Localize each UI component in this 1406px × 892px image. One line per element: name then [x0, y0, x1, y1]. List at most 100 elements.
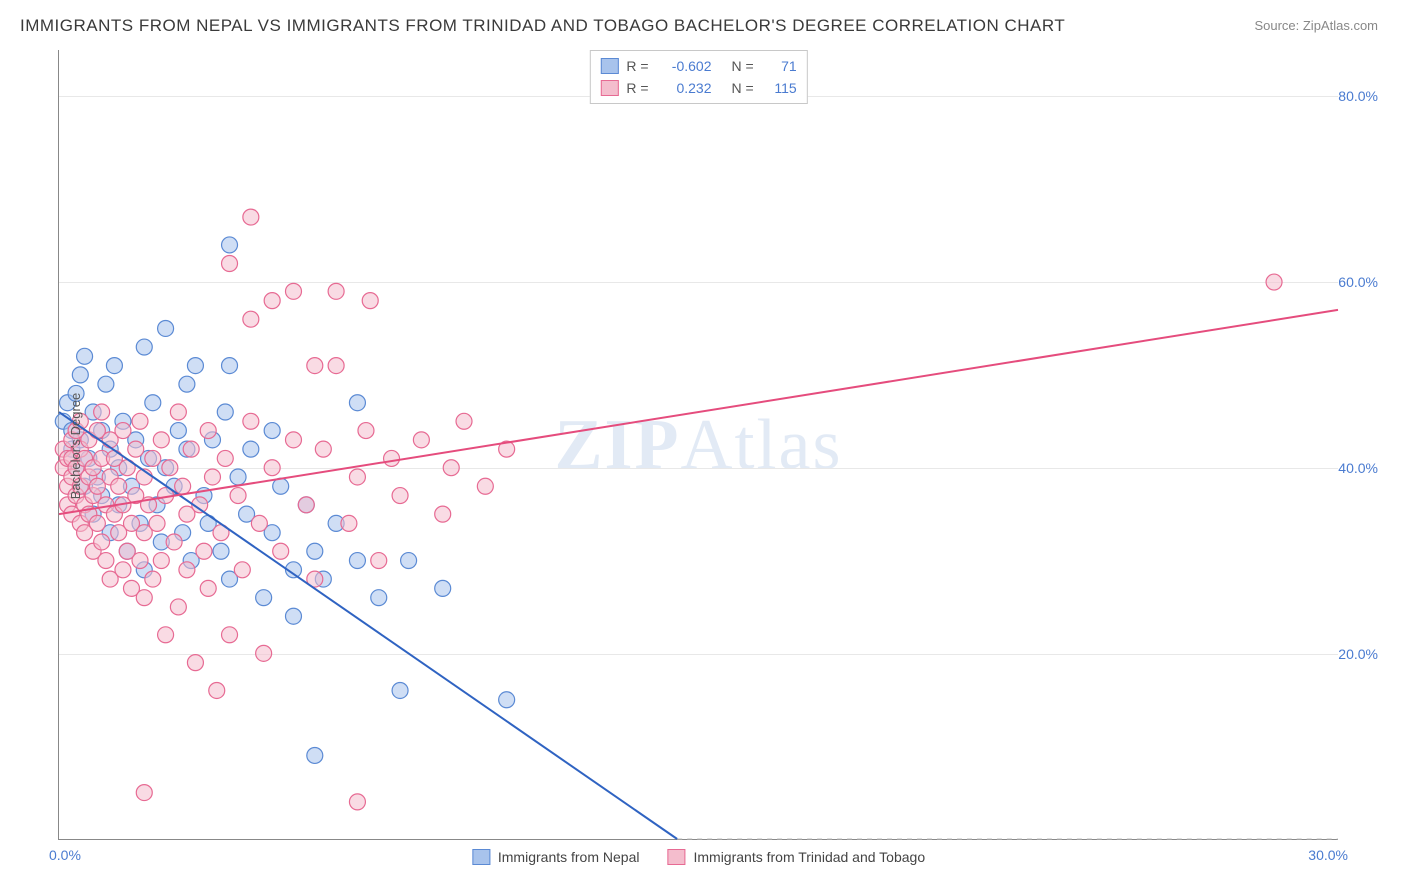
scatter-point-nepal	[98, 376, 114, 392]
stats-n-value: 115	[762, 80, 797, 96]
y-tick: 40.0%	[1338, 460, 1378, 476]
scatter-point-trinidad	[273, 543, 289, 559]
legend-label: Immigrants from Trinidad and Tobago	[693, 849, 925, 865]
legend-label: Immigrants from Nepal	[498, 849, 640, 865]
scatter-point-trinidad	[328, 283, 344, 299]
scatter-point-trinidad	[1266, 274, 1282, 290]
stats-r-value: -0.602	[657, 58, 712, 74]
scatter-point-trinidad	[183, 441, 199, 457]
scatter-point-trinidad	[349, 469, 365, 485]
scatter-point-trinidad	[162, 460, 178, 476]
scatter-point-trinidad	[328, 358, 344, 374]
scatter-point-trinidad	[384, 450, 400, 466]
scatter-point-nepal	[243, 441, 259, 457]
scatter-point-trinidad	[170, 404, 186, 420]
scatter-point-trinidad	[153, 432, 169, 448]
chart-title: IMMIGRANTS FROM NEPAL VS IMMIGRANTS FROM…	[20, 16, 1065, 36]
scatter-point-nepal	[401, 553, 417, 569]
scatter-point-trinidad	[392, 488, 408, 504]
scatter-point-trinidad	[315, 441, 331, 457]
scatter-point-trinidad	[175, 478, 191, 494]
scatter-point-nepal	[77, 348, 93, 364]
scatter-point-nepal	[371, 590, 387, 606]
scatter-point-trinidad	[477, 478, 493, 494]
legend-swatch-icon	[667, 849, 685, 865]
scatter-point-nepal	[307, 747, 323, 763]
scatter-point-nepal	[187, 358, 203, 374]
scatter-point-nepal	[158, 320, 174, 336]
scatter-point-trinidad	[200, 580, 216, 596]
scatter-point-trinidad	[256, 645, 272, 661]
y-tick: 80.0%	[1338, 88, 1378, 104]
scatter-point-trinidad	[115, 423, 131, 439]
scatter-point-trinidad	[222, 627, 238, 643]
scatter-point-trinidad	[217, 450, 233, 466]
scatter-point-trinidad	[371, 553, 387, 569]
scatter-point-trinidad	[149, 515, 165, 531]
stats-row-trinidad: R = 0.232 N = 115	[600, 77, 796, 99]
scatter-point-trinidad	[187, 655, 203, 671]
scatter-point-trinidad	[456, 413, 472, 429]
scatter-point-trinidad	[196, 543, 212, 559]
scatter-point-nepal	[273, 478, 289, 494]
scatter-point-nepal	[264, 423, 280, 439]
scatter-point-trinidad	[179, 562, 195, 578]
scatter-point-trinidad	[136, 590, 152, 606]
legend-item-trinidad: Immigrants from Trinidad and Tobago	[667, 849, 925, 865]
scatter-point-trinidad	[94, 404, 110, 420]
scatter-point-trinidad	[362, 293, 378, 309]
scatter-point-trinidad	[230, 488, 246, 504]
trend-line-trinidad	[59, 310, 1338, 514]
scatter-point-trinidad	[443, 460, 459, 476]
scatter-point-nepal	[72, 367, 88, 383]
scatter-point-nepal	[145, 395, 161, 411]
stats-n-label: N =	[732, 58, 754, 74]
legend-item-nepal: Immigrants from Nepal	[472, 849, 640, 865]
scatter-point-trinidad	[243, 209, 259, 225]
scatter-point-nepal	[307, 543, 323, 559]
scatter-point-nepal	[392, 682, 408, 698]
stats-n-value: 71	[762, 58, 797, 74]
stats-r-label: R =	[626, 58, 648, 74]
scatter-point-trinidad	[307, 358, 323, 374]
scatter-point-nepal	[349, 395, 365, 411]
scatter-point-trinidad	[200, 423, 216, 439]
scatter-point-trinidad	[145, 571, 161, 587]
scatter-point-trinidad	[285, 283, 301, 299]
scatter-point-nepal	[285, 608, 301, 624]
scatter-point-trinidad	[243, 311, 259, 327]
stats-r-label: R =	[626, 80, 648, 96]
scatter-point-trinidad	[132, 553, 148, 569]
stats-n-label: N =	[732, 80, 754, 96]
scatter-point-nepal	[179, 376, 195, 392]
chart-svg	[59, 50, 1338, 839]
scatter-point-nepal	[217, 404, 233, 420]
stats-swatch-icon	[600, 80, 618, 96]
scatter-point-trinidad	[349, 794, 365, 810]
scatter-point-nepal	[349, 553, 365, 569]
scatter-point-nepal	[499, 692, 515, 708]
scatter-point-trinidad	[298, 497, 314, 513]
source-attribution: Source: ZipAtlas.com	[1254, 18, 1378, 33]
scatter-point-nepal	[106, 358, 122, 374]
stats-r-value: 0.232	[657, 80, 712, 96]
scatter-point-trinidad	[264, 293, 280, 309]
trend-line-nepal	[59, 412, 677, 839]
scatter-point-nepal	[222, 237, 238, 253]
scatter-point-trinidad	[358, 423, 374, 439]
scatter-point-nepal	[230, 469, 246, 485]
scatter-point-trinidad	[115, 562, 131, 578]
legend-swatch-icon	[472, 849, 490, 865]
scatter-point-trinidad	[234, 562, 250, 578]
scatter-point-trinidad	[166, 534, 182, 550]
scatter-point-trinidad	[158, 627, 174, 643]
scatter-point-trinidad	[222, 256, 238, 272]
scatter-point-trinidad	[136, 785, 152, 801]
x-tick-min: 0.0%	[49, 847, 81, 863]
y-tick: 20.0%	[1338, 646, 1378, 662]
scatter-point-trinidad	[435, 506, 451, 522]
scatter-point-nepal	[222, 358, 238, 374]
scatter-point-nepal	[170, 423, 186, 439]
scatter-point-trinidad	[153, 553, 169, 569]
scatter-point-trinidad	[170, 599, 186, 615]
